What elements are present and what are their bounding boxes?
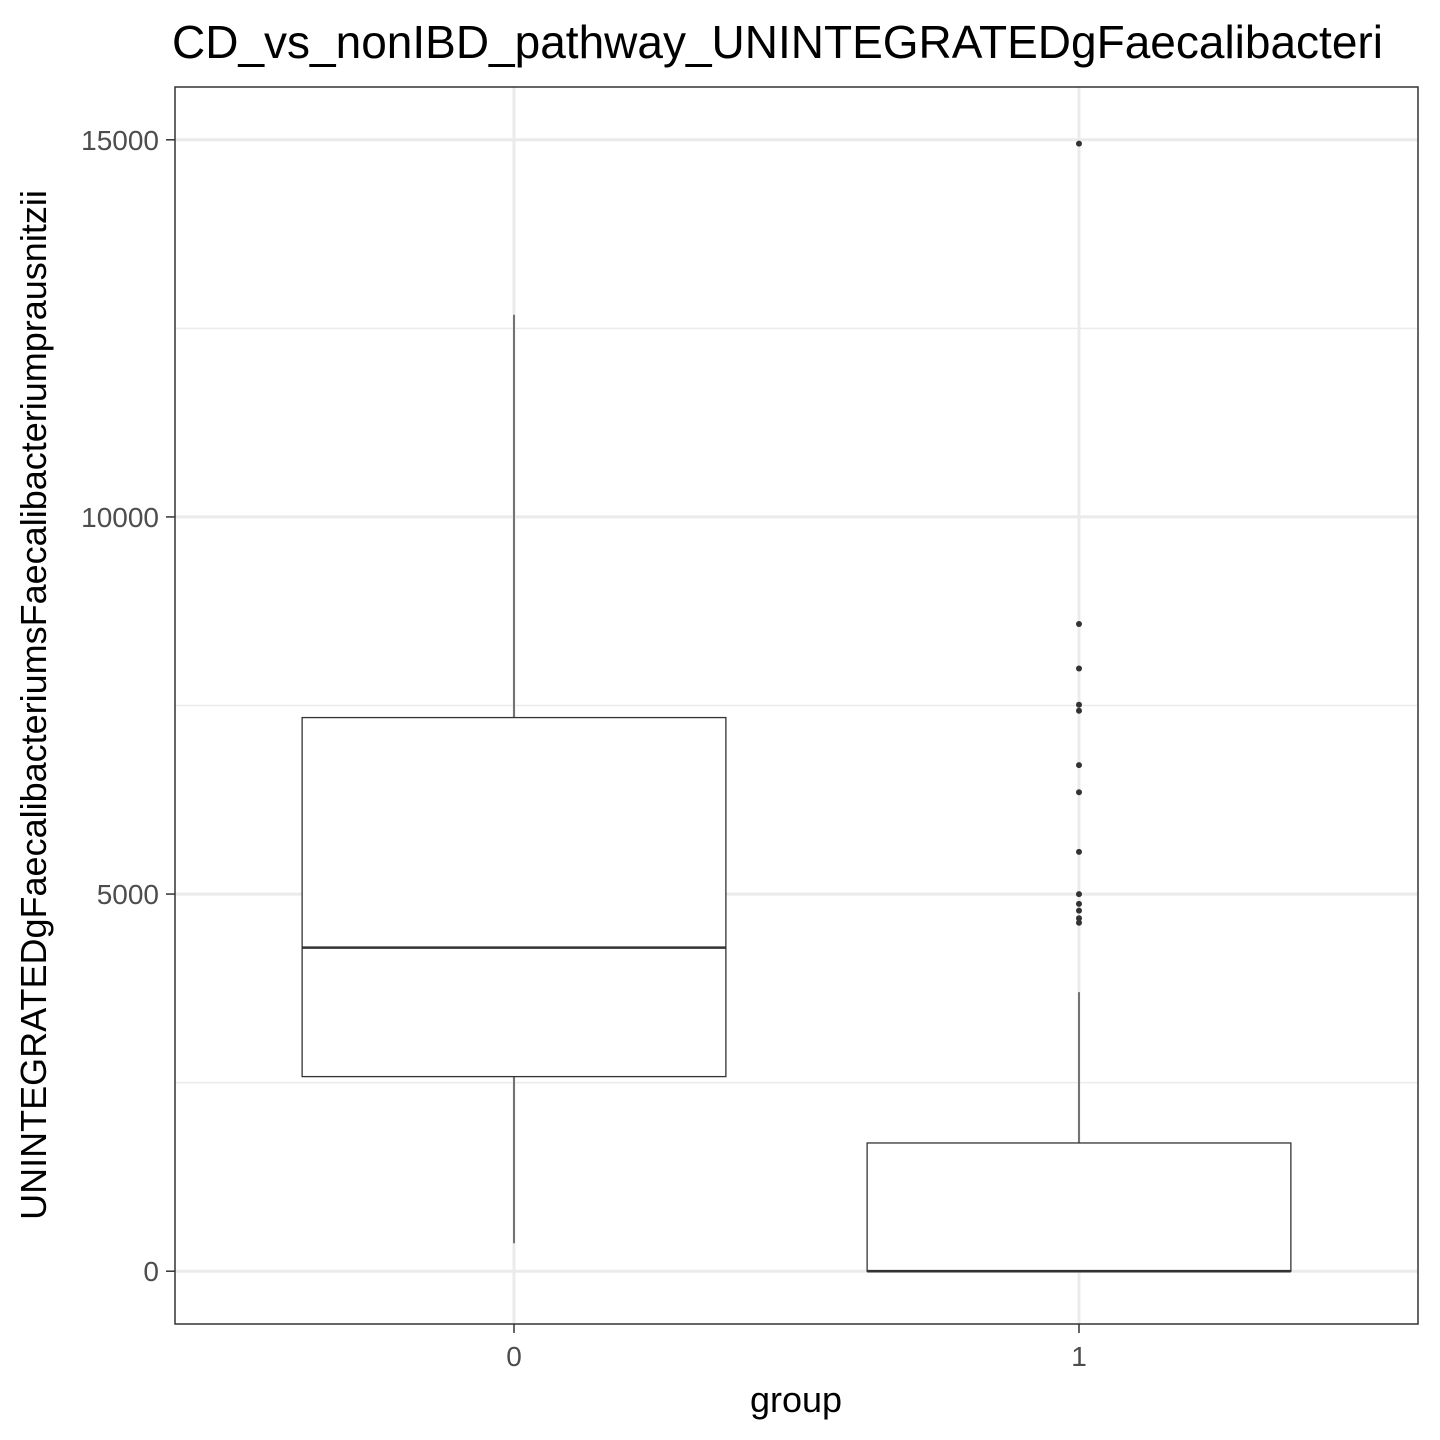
outlier-point (1076, 140, 1082, 147)
y-tick-label: 5000 (97, 879, 159, 910)
outlier-point (1076, 762, 1082, 769)
x-tick-label: 0 (506, 1341, 522, 1372)
x-tick-label: 1 (1071, 1341, 1087, 1372)
y-tick-label: 10000 (81, 502, 159, 533)
chart-title: CD_vs_nonIBD_pathway_UNINTEGRATEDgFaecal… (172, 16, 1383, 68)
outlier-point (1076, 907, 1082, 914)
outlier-point (1076, 915, 1082, 922)
grid-lines (175, 87, 1418, 1324)
y-tick-label: 0 (143, 1256, 159, 1287)
outlier-point (1076, 665, 1082, 672)
box-iqr (301, 716, 727, 1078)
outlier-point (1076, 891, 1082, 898)
outlier-point (1076, 707, 1082, 714)
outlier-point (1076, 789, 1082, 796)
box-layer (301, 140, 1292, 1273)
panel-border (174, 86, 1419, 1325)
outlier-point (1076, 900, 1082, 907)
outlier-point (1076, 701, 1082, 708)
y-axis: 0 5000 10000 15000 (81, 125, 175, 1287)
x-axis-title: group (750, 1379, 842, 1420)
y-tick-label: 15000 (81, 125, 159, 156)
box-iqr (866, 1142, 1292, 1272)
outlier-point (1076, 621, 1082, 628)
outlier-point (1076, 848, 1082, 855)
outlier-point (1076, 919, 1082, 926)
y-axis-title: UNINTEGRATEDgFaecalibacteriumsFaecalibac… (13, 190, 54, 1220)
